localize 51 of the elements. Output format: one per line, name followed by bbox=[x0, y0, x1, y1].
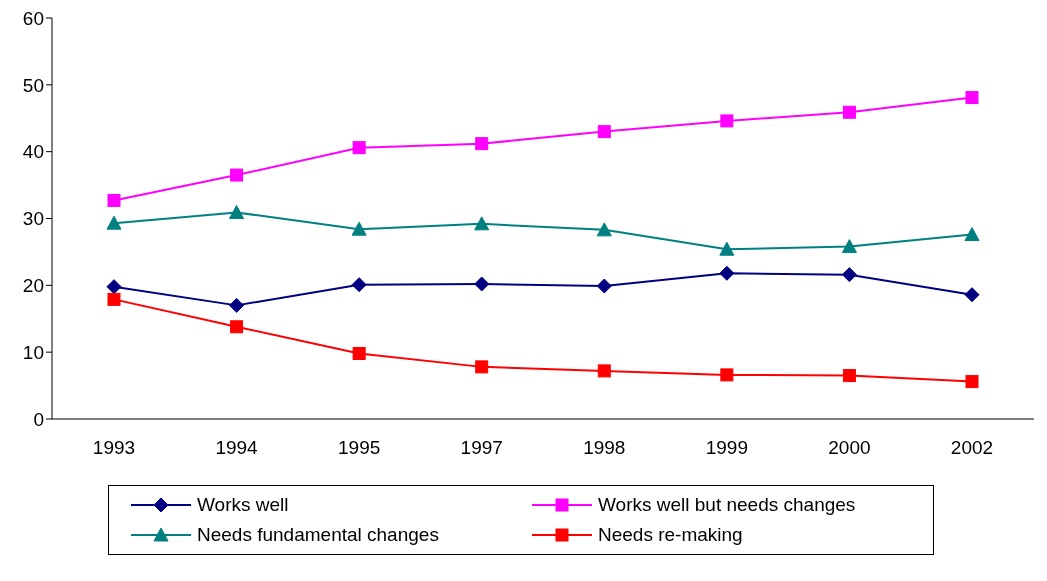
point bbox=[352, 141, 366, 155]
legend-label: Needs fundamental changes bbox=[197, 524, 439, 546]
x-tick-label: 1998 bbox=[583, 437, 626, 459]
y-tick-label: 30 bbox=[22, 208, 44, 230]
point bbox=[720, 368, 734, 382]
point bbox=[965, 91, 979, 105]
point bbox=[351, 221, 367, 236]
point bbox=[106, 279, 122, 295]
x-tick-label: 2000 bbox=[828, 437, 871, 459]
x-tick-label: 1999 bbox=[705, 437, 748, 459]
legend-label: Works well bbox=[197, 494, 289, 516]
point bbox=[230, 168, 244, 182]
point bbox=[597, 125, 611, 139]
y-tick-label: 10 bbox=[22, 341, 44, 363]
y-tick-label: 40 bbox=[22, 141, 44, 163]
x-tick-label: 2002 bbox=[950, 437, 994, 459]
point bbox=[474, 216, 490, 231]
point bbox=[352, 347, 366, 360]
x-tick-label: 1994 bbox=[215, 437, 259, 459]
point bbox=[107, 193, 121, 207]
point bbox=[597, 364, 611, 378]
legend-label: Needs re-making bbox=[598, 524, 743, 546]
y-tick-label: 50 bbox=[22, 74, 44, 96]
point bbox=[964, 287, 980, 303]
x-tick-label: 1997 bbox=[460, 437, 503, 459]
point bbox=[841, 267, 857, 283]
legend-label: Works well but needs changes bbox=[598, 494, 856, 516]
point bbox=[842, 369, 856, 383]
y-tick-label: 20 bbox=[22, 275, 44, 297]
y-tick-label: 60 bbox=[22, 7, 44, 29]
point bbox=[475, 137, 489, 151]
x-tick-label: 1993 bbox=[92, 437, 136, 459]
point bbox=[229, 204, 245, 219]
point bbox=[107, 292, 121, 306]
point bbox=[719, 265, 735, 281]
point bbox=[229, 297, 245, 313]
point bbox=[720, 114, 734, 128]
point bbox=[351, 277, 367, 293]
point bbox=[964, 227, 980, 242]
x-tick-label: 1995 bbox=[338, 437, 381, 459]
point bbox=[965, 375, 979, 389]
point bbox=[230, 320, 244, 334]
point bbox=[842, 105, 856, 119]
point bbox=[841, 239, 857, 254]
point bbox=[474, 276, 490, 292]
point bbox=[719, 241, 735, 256]
point bbox=[106, 215, 122, 230]
point bbox=[596, 278, 612, 294]
point bbox=[475, 360, 489, 374]
y-tick-label: 0 bbox=[33, 408, 44, 430]
point bbox=[596, 222, 612, 237]
